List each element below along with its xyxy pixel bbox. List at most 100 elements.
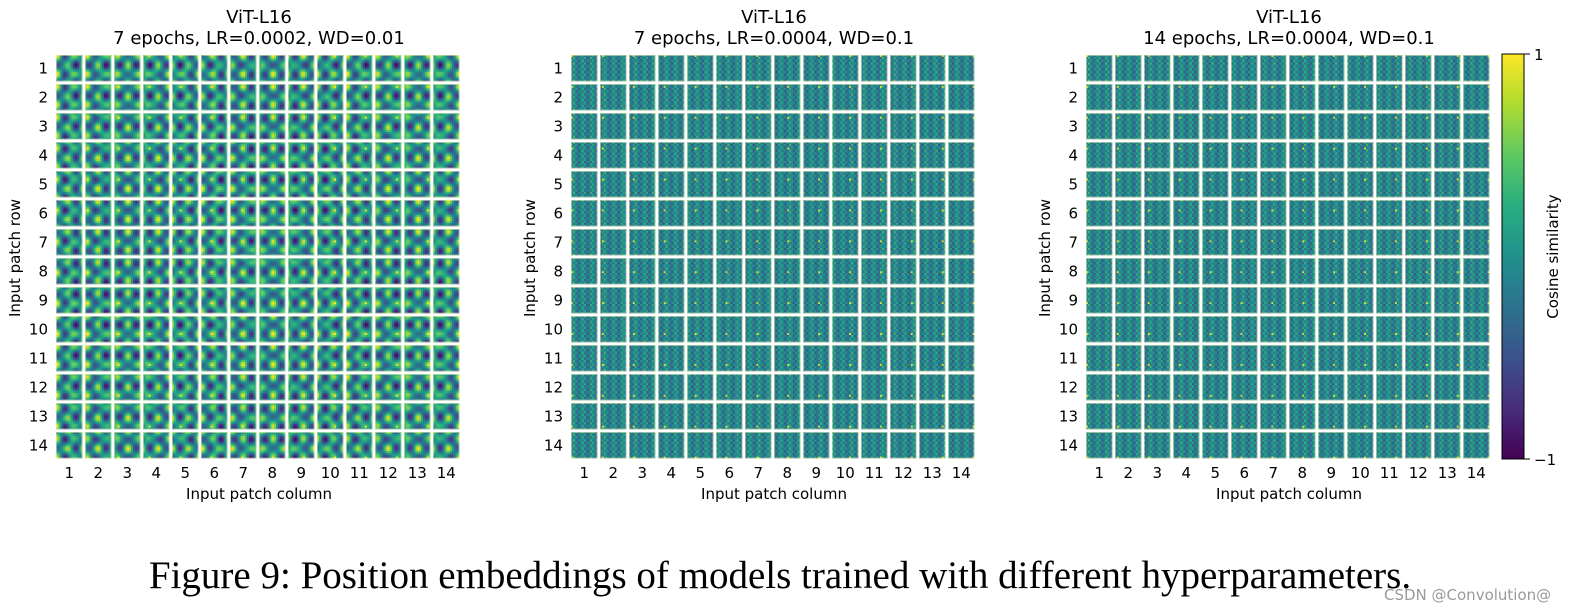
heatmap-cell [172, 113, 199, 140]
heatmap-cell [56, 432, 83, 459]
heatmap-cell [288, 316, 315, 343]
row-tick-label: 5 [1068, 175, 1078, 193]
heatmap-cell [85, 55, 112, 82]
heatmap-cell [658, 84, 685, 111]
heatmap-cell [1202, 345, 1229, 372]
heatmap-cell [259, 345, 286, 372]
heatmap-cell [600, 258, 627, 285]
heatmap-cell [56, 142, 83, 169]
heatmap-cell [85, 142, 112, 169]
heatmap-cell [571, 345, 598, 372]
heatmap-cell [716, 316, 743, 343]
heatmap-cell [288, 403, 315, 430]
heatmap-cell [288, 171, 315, 198]
heatmap-cell [1260, 113, 1287, 140]
heatmap-cell [143, 229, 170, 256]
heatmap-cell [1231, 84, 1258, 111]
heatmap-cell [375, 113, 402, 140]
col-tick-label: 13 [1438, 464, 1457, 482]
heatmap-cell [346, 171, 373, 198]
heatmap-cell [1289, 403, 1316, 430]
panel-subtitle: 7 epochs, LR=0.0002, WD=0.01 [113, 28, 405, 49]
heatmap-cell [1347, 142, 1374, 169]
heatmap-cell [1405, 84, 1432, 111]
row-tick-label: 1 [1068, 59, 1078, 77]
heatmap-cell [1144, 229, 1171, 256]
col-tick-label: 8 [1297, 464, 1307, 482]
heatmap-cell [774, 171, 801, 198]
heatmap-cell [774, 229, 801, 256]
heatmap-cell [745, 55, 772, 82]
heatmap-cell [85, 345, 112, 372]
heatmap-cell [114, 229, 141, 256]
row-tick-label: 14 [29, 436, 48, 454]
heatmap-cell [56, 345, 83, 372]
heatmap-cell [629, 200, 656, 227]
heatmap-cell [571, 171, 598, 198]
heatmap-cell [629, 55, 656, 82]
heatmap-cell [56, 229, 83, 256]
heatmap-cell [230, 374, 257, 401]
heatmap-cell [1434, 345, 1461, 372]
heatmap-cell [85, 374, 112, 401]
heatmap-cell [716, 287, 743, 314]
heatmap-cell [230, 316, 257, 343]
heatmap-cell [1115, 142, 1142, 169]
col-tick-label: 4 [1181, 464, 1191, 482]
col-tick-label: 12 [379, 464, 398, 482]
heatmap-cell [600, 84, 627, 111]
heatmap-cell [600, 113, 627, 140]
heatmap-cell [629, 171, 656, 198]
heatmap-cell [658, 432, 685, 459]
heatmap-cell [1376, 316, 1403, 343]
heatmap-cell [687, 316, 714, 343]
row-tick-label: 11 [29, 349, 48, 367]
heatmap-cell [1144, 84, 1171, 111]
heatmap-cell [600, 432, 627, 459]
row-tick-label: 12 [29, 378, 48, 396]
heatmap-cell [890, 113, 917, 140]
heatmap-cell [919, 345, 946, 372]
heatmap-cell [433, 229, 460, 256]
col-tick-label: 10 [1351, 464, 1370, 482]
row-tick-label: 4 [38, 146, 48, 164]
heatmap-cell [948, 345, 975, 372]
row-tick-label: 2 [38, 88, 48, 106]
heatmap-cell [1463, 287, 1490, 314]
heatmap-cell [687, 374, 714, 401]
heatmap-cell [56, 113, 83, 140]
heatmap-cell [346, 258, 373, 285]
row-tick-label: 9 [553, 291, 563, 309]
heatmap-cell [317, 171, 344, 198]
y-axis-label: Input patch row [1036, 199, 1054, 317]
heatmap-cell [1260, 142, 1287, 169]
heatmap-cell [803, 84, 830, 111]
heatmap-cell [1202, 113, 1229, 140]
heatmap-cell [687, 200, 714, 227]
heatmap-cell [1289, 432, 1316, 459]
heatmap-cell [948, 171, 975, 198]
heatmap-cell [1202, 374, 1229, 401]
heatmap-cell [832, 55, 859, 82]
heatmap-cell [1260, 432, 1287, 459]
heatmap-cell [600, 55, 627, 82]
heatmap-cell [114, 171, 141, 198]
heatmap-cell [346, 287, 373, 314]
heatmap-cell [1173, 171, 1200, 198]
colorbar-gradient [1501, 53, 1525, 460]
colorbar-label: Cosine similarity [1544, 194, 1562, 318]
heatmap-cell [658, 287, 685, 314]
heatmap-cell [1231, 113, 1258, 140]
heatmap-cell [1260, 287, 1287, 314]
heatmap-cell [1434, 84, 1461, 111]
heatmap-cell [774, 84, 801, 111]
heatmap-cell [629, 345, 656, 372]
heatmap-cell [1260, 200, 1287, 227]
colorbar-min-label: −1 [1534, 451, 1556, 469]
heatmap-cell [346, 316, 373, 343]
heatmap-cell [259, 316, 286, 343]
heatmap-cell [85, 316, 112, 343]
heatmap-cell [716, 403, 743, 430]
heatmap-cell [948, 113, 975, 140]
heatmap-cell [1463, 200, 1490, 227]
